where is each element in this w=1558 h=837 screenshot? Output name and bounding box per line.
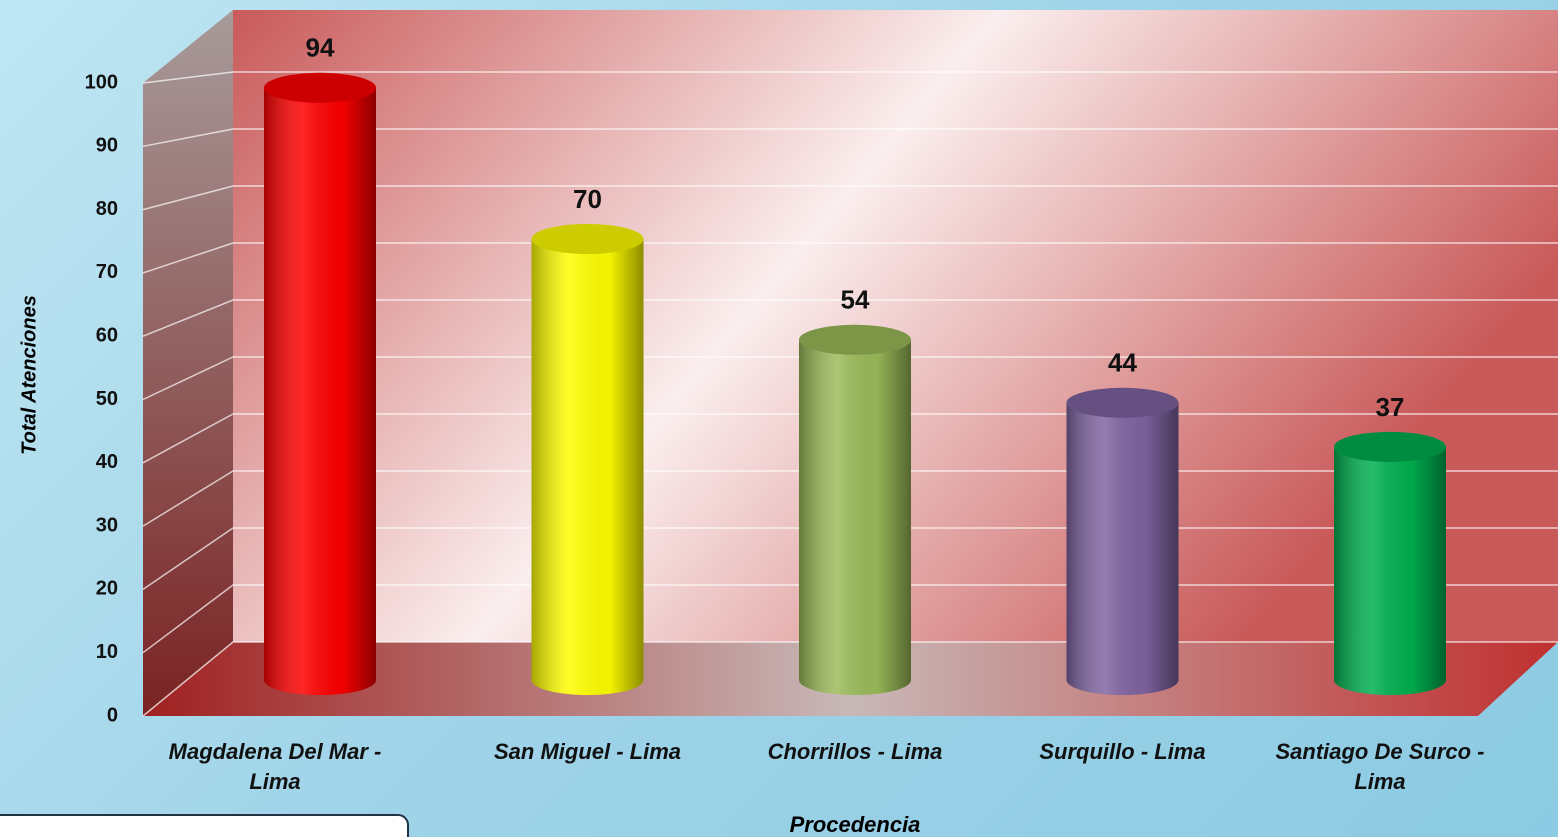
bar-body-shade — [264, 87, 376, 681]
y-tick-label: 60 — [96, 324, 118, 346]
y-tick-label: 40 — [96, 451, 118, 473]
bar-body-shade — [1066, 402, 1179, 680]
value-label: 70 — [573, 184, 602, 214]
bar — [799, 324, 911, 695]
grid-line — [142, 185, 1558, 211]
bar-body-shade — [531, 239, 644, 680]
y-tick-label: 80 — [96, 198, 118, 220]
y-tick-label: 70 — [96, 261, 118, 283]
y-tick-label: 90 — [96, 135, 118, 157]
grid-line — [142, 71, 1558, 84]
bar-top-shade — [1066, 387, 1179, 418]
side-wall — [143, 10, 233, 716]
bar-top — [1066, 387, 1179, 418]
bar — [264, 72, 376, 695]
bar-top-shade — [1334, 431, 1446, 462]
y-axis-title: Total Atenciones — [18, 295, 40, 455]
grid-line — [142, 356, 1558, 401]
y-tick-label: 100 — [85, 71, 118, 93]
y-tick-label: 0 — [107, 704, 118, 726]
bar — [531, 224, 644, 695]
y-tick-label: 30 — [96, 514, 118, 536]
bar-body-shade — [799, 339, 911, 680]
bar-body-shade — [1334, 446, 1446, 680]
grid-line — [142, 299, 1558, 337]
y-tick-label: 20 — [96, 578, 118, 600]
y-tick-label: 50 — [96, 388, 118, 410]
bar — [1066, 387, 1179, 695]
bar-top — [799, 324, 911, 355]
bar-top — [264, 72, 376, 103]
bar-top — [1334, 431, 1446, 462]
grid-line — [142, 128, 1558, 148]
x-axis-title: Procedencia — [790, 812, 921, 837]
value-label: 44 — [1108, 348, 1137, 378]
x-tick-label: Chorrillos - Lima — [767, 739, 943, 764]
bar-top-shade — [799, 324, 911, 355]
value-label: 94 — [306, 33, 335, 63]
legend-box — [0, 814, 409, 837]
x-tick-label: Santiago De Surco - Lima — [1275, 739, 1485, 794]
bar — [1334, 431, 1446, 695]
grid-line — [142, 242, 1558, 274]
y-tick-label: 10 — [96, 641, 118, 663]
value-label: 54 — [841, 285, 870, 315]
value-label: 37 — [1376, 392, 1405, 422]
x-tick-label: San Miguel - Lima — [493, 739, 682, 764]
x-tick-label: Surquillo - Lima — [1039, 739, 1206, 764]
bar-top — [531, 224, 644, 254]
x-tick-label: Magdalena Del Mar - Lima — [168, 739, 382, 794]
bar-top-shade — [531, 224, 644, 254]
bar-top-shade — [264, 72, 376, 103]
